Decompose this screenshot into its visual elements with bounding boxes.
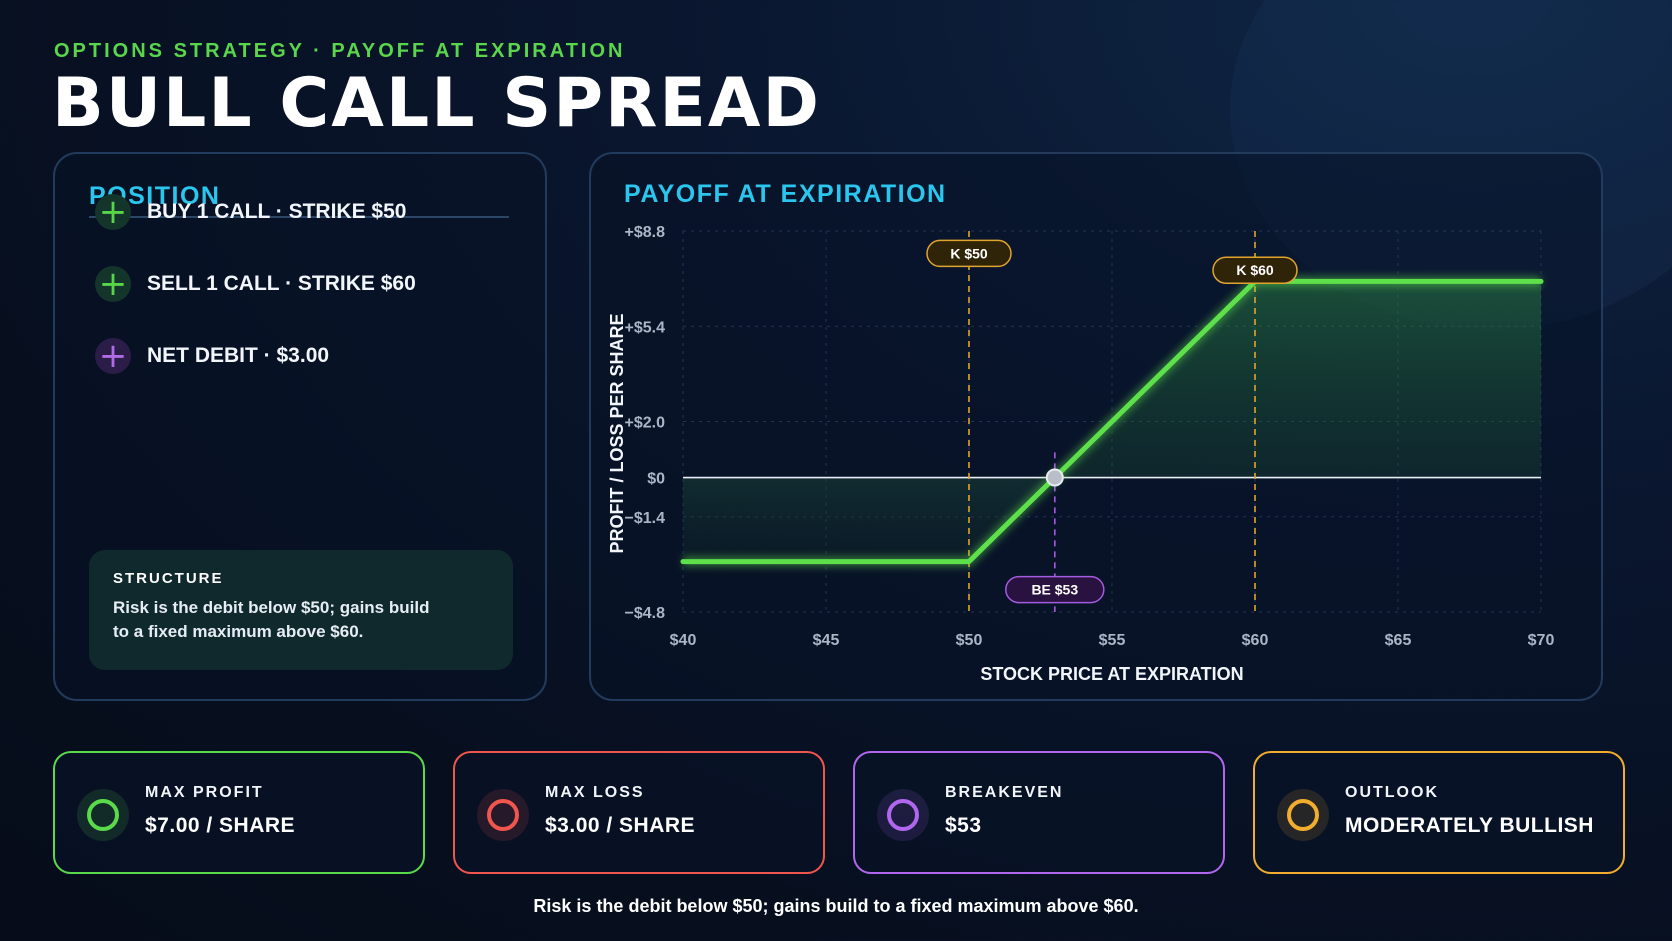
card-label: MAX PROFIT — [145, 784, 264, 801]
max-profit-card: MAX PROFIT $7.00 / SHARE — [53, 751, 425, 874]
structure-text: Risk is the debit below $50; gains build… — [113, 598, 430, 641]
plus-icon: + — [95, 266, 131, 302]
circle-icon — [77, 789, 129, 841]
x-axis-label: STOCK PRICE AT EXPIRATION — [980, 664, 1243, 684]
plus-icon: + — [95, 194, 131, 230]
page-title: BULL CALL SPREAD — [52, 64, 821, 143]
annotation-label-box — [1005, 575, 1105, 604]
eyebrow-label: OPTIONS STRATEGY · PAYOFF AT EXPIRATION — [54, 40, 626, 62]
circle-icon — [477, 789, 529, 841]
card-value: $53 — [945, 814, 982, 837]
x-tick-label: $55 — [1099, 632, 1126, 649]
structure-box: STRUCTURE Risk is the debit below $50; g… — [89, 550, 513, 670]
card-value: $7.00 / SHARE — [145, 814, 296, 837]
max-loss-card: MAX LOSS $3.00 / SHARE — [453, 751, 825, 874]
y-tick-label: −$4.8 — [625, 605, 666, 622]
y-tick-label: +$8.8 — [625, 224, 666, 241]
payoff-chart: K $50 K $60 BE $53 $40 $45 $50 $55 $60 $65 $70 +$8… — [607, 224, 1555, 684]
annotation-label-box — [926, 239, 1012, 268]
position-divider — [89, 216, 509, 218]
outlook-card: OUTLOOK MODERATELY BULLISH — [1253, 751, 1625, 874]
y-tick-label: $0 — [647, 471, 665, 488]
position-item-sell-call: + SELL 1 CALL · STRIKE $60 — [95, 266, 416, 302]
x-tick-label: $40 — [670, 632, 697, 649]
x-tick-label: $45 — [813, 632, 840, 649]
breakeven-point — [1045, 468, 1064, 487]
position-item-label: BUY 1 CALL · STRIKE $50 — [147, 200, 407, 223]
y-tick-label: −$1.4 — [625, 510, 666, 527]
card-value: $3.00 / SHARE — [545, 814, 696, 837]
x-tick-label: $70 — [1528, 632, 1555, 649]
circle-icon — [1277, 789, 1329, 841]
footer-caption: Risk is the debit below $50; gains build… — [533, 896, 1139, 916]
breakeven-card: BREAKEVEN $53 — [853, 751, 1225, 874]
annotation-label: BE $53 — [1031, 582, 1078, 598]
annotation-label-box — [1212, 256, 1298, 284]
annotation-label: K $50 — [950, 245, 988, 261]
card-value: MODERATELY BULLISH — [1345, 814, 1594, 837]
position-item-label: SELL 1 CALL · STRIKE $60 — [147, 272, 416, 295]
loss-area — [683, 477, 1055, 562]
plus-icon: + — [95, 338, 131, 374]
card-label: OUTLOOK — [1345, 784, 1439, 801]
y-axis-label: PROFIT / LOSS PER SHARE — [607, 313, 627, 553]
circle-icon — [877, 789, 929, 841]
annotation-label: K $60 — [1236, 262, 1274, 278]
card-label: BREAKEVEN — [945, 784, 1064, 801]
position-item-label: NET DEBIT · $3.00 — [147, 344, 330, 367]
position-panel: POSITION + BUY 1 CALL · STRIKE $50 + SEL… — [53, 152, 547, 701]
position-item-net-debit: + NET DEBIT · $3.00 — [95, 338, 329, 374]
profit-area — [1054, 281, 1541, 478]
y-tick-label: +$2.0 — [625, 415, 666, 432]
card-label: MAX LOSS — [545, 784, 645, 801]
payoff-chart-panel: PAYOFF AT EXPIRATION K $50 K $60 BE $53 $40… — [589, 152, 1603, 701]
x-tick-label: $60 — [1242, 632, 1269, 649]
x-tick-label: $65 — [1385, 632, 1412, 649]
chart-title: PAYOFF AT EXPIRATION — [624, 180, 947, 208]
structure-heading: STRUCTURE — [113, 570, 224, 587]
y-tick-label: +$5.4 — [625, 319, 666, 336]
x-tick-label: $50 — [956, 632, 983, 649]
position-item-buy-call: + BUY 1 CALL · STRIKE $50 — [95, 194, 406, 230]
